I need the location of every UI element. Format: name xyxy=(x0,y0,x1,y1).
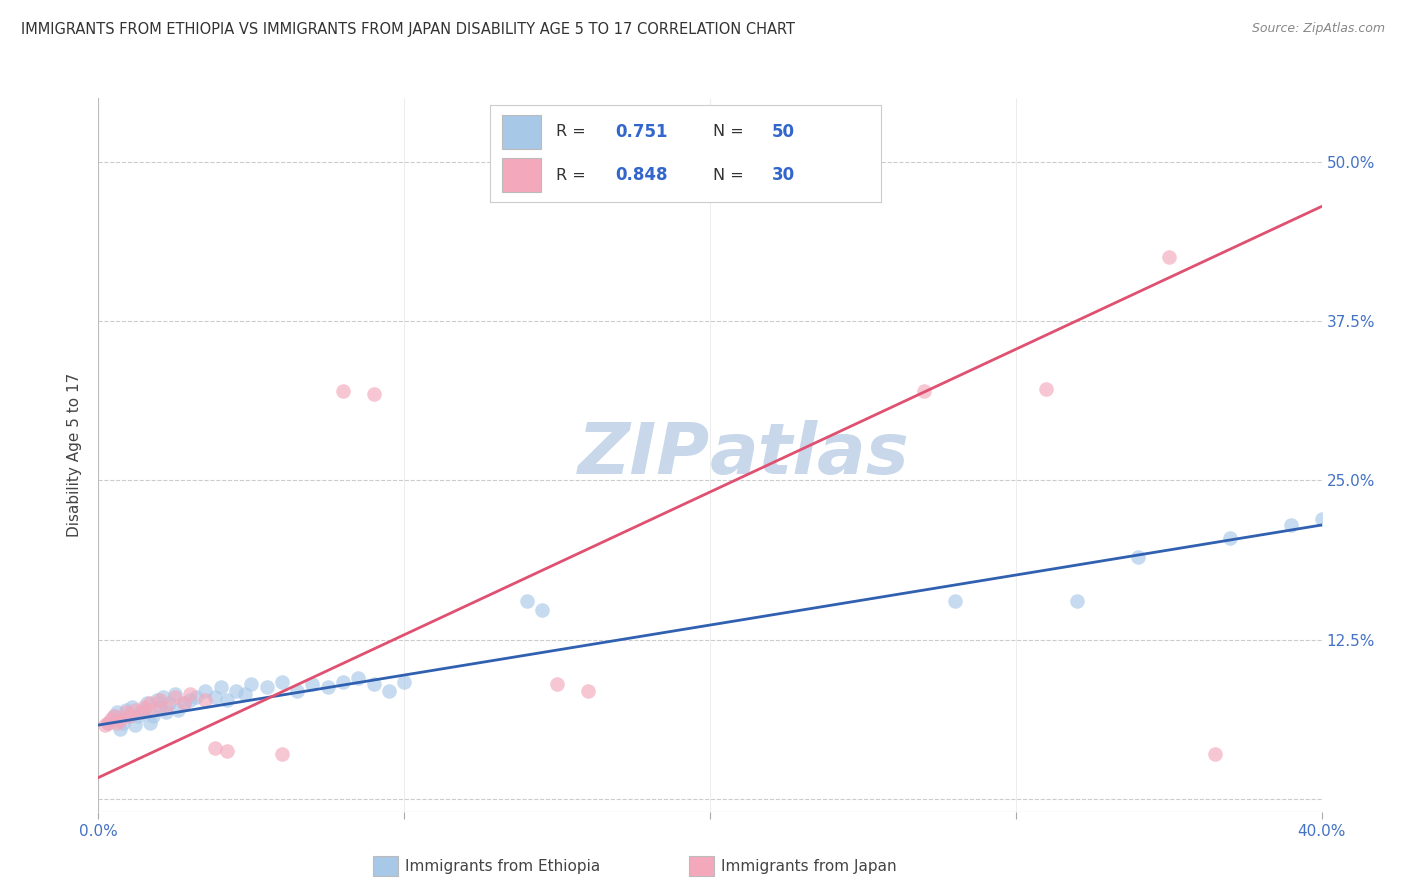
Point xyxy=(103,709,125,723)
Text: IMMIGRANTS FROM ETHIOPIA VS IMMIGRANTS FROM JAPAN DISABILITY AGE 5 TO 17 CORRELA: IMMIGRANTS FROM ETHIOPIA VS IMMIGRANTS F… xyxy=(21,22,794,37)
Point xyxy=(256,680,278,694)
Text: atlas: atlas xyxy=(710,420,910,490)
Point xyxy=(392,674,416,689)
Point xyxy=(111,715,134,730)
Point xyxy=(134,700,156,714)
Point xyxy=(204,690,226,704)
Point xyxy=(134,703,156,717)
Point xyxy=(215,692,238,706)
Point xyxy=(1128,549,1150,564)
Point xyxy=(93,718,115,732)
Point xyxy=(149,692,172,706)
Point xyxy=(301,677,323,691)
Point xyxy=(332,674,354,689)
Point xyxy=(1157,251,1180,265)
Point xyxy=(576,683,599,698)
Point xyxy=(363,386,385,401)
Point xyxy=(194,692,217,706)
Y-axis label: Disability Age 5 to 17: Disability Age 5 to 17 xyxy=(67,373,83,537)
Point xyxy=(1204,747,1226,762)
Point xyxy=(316,680,339,694)
Point xyxy=(163,690,186,704)
Point xyxy=(1035,382,1057,396)
Point xyxy=(270,674,292,689)
Point xyxy=(124,703,146,717)
Point xyxy=(152,690,174,704)
Point xyxy=(129,706,152,720)
Point xyxy=(209,680,232,694)
Text: ZIP: ZIP xyxy=(578,420,710,490)
Point xyxy=(546,677,568,691)
Point xyxy=(127,709,149,723)
Point xyxy=(118,709,141,723)
Point xyxy=(105,706,128,720)
Point xyxy=(115,703,138,717)
Point xyxy=(139,697,162,711)
Point xyxy=(155,700,177,714)
Text: Immigrants from Japan: Immigrants from Japan xyxy=(721,859,897,873)
Point xyxy=(215,743,238,757)
Point xyxy=(163,688,186,702)
Point xyxy=(204,741,226,756)
Point xyxy=(1279,518,1302,533)
Point xyxy=(179,692,201,706)
Point xyxy=(516,594,538,608)
Point xyxy=(1066,594,1088,608)
Point xyxy=(912,384,935,399)
Point xyxy=(363,677,385,691)
Point xyxy=(233,688,256,702)
Point xyxy=(285,683,308,698)
Point xyxy=(179,688,201,702)
Point xyxy=(167,703,190,717)
Point xyxy=(186,690,208,704)
Point xyxy=(332,384,354,399)
Point xyxy=(194,683,217,698)
Point xyxy=(155,706,177,720)
Point xyxy=(145,692,167,706)
Point xyxy=(136,697,159,711)
Point xyxy=(225,683,247,698)
Point xyxy=(118,709,141,723)
Point xyxy=(142,703,165,717)
Text: Source: ZipAtlas.com: Source: ZipAtlas.com xyxy=(1251,22,1385,36)
Point xyxy=(270,747,292,762)
Point xyxy=(530,603,553,617)
Point xyxy=(173,697,195,711)
Point xyxy=(139,715,162,730)
Point xyxy=(124,718,146,732)
Point xyxy=(129,706,152,720)
Point xyxy=(378,683,401,698)
Point xyxy=(115,706,138,720)
Point xyxy=(108,713,131,727)
Point xyxy=(121,700,143,714)
Point xyxy=(142,709,165,723)
Point xyxy=(149,700,172,714)
Point xyxy=(943,594,966,608)
Point xyxy=(1310,511,1333,525)
Point xyxy=(100,712,122,726)
Point xyxy=(173,697,195,711)
Text: Immigrants from Ethiopia: Immigrants from Ethiopia xyxy=(405,859,600,873)
Point xyxy=(157,697,180,711)
Point xyxy=(1219,531,1241,545)
Point xyxy=(240,677,263,691)
Point xyxy=(347,671,370,685)
Point xyxy=(105,715,128,730)
Point xyxy=(108,722,131,736)
Point xyxy=(97,715,120,730)
Point xyxy=(103,709,125,723)
Point xyxy=(97,715,120,730)
